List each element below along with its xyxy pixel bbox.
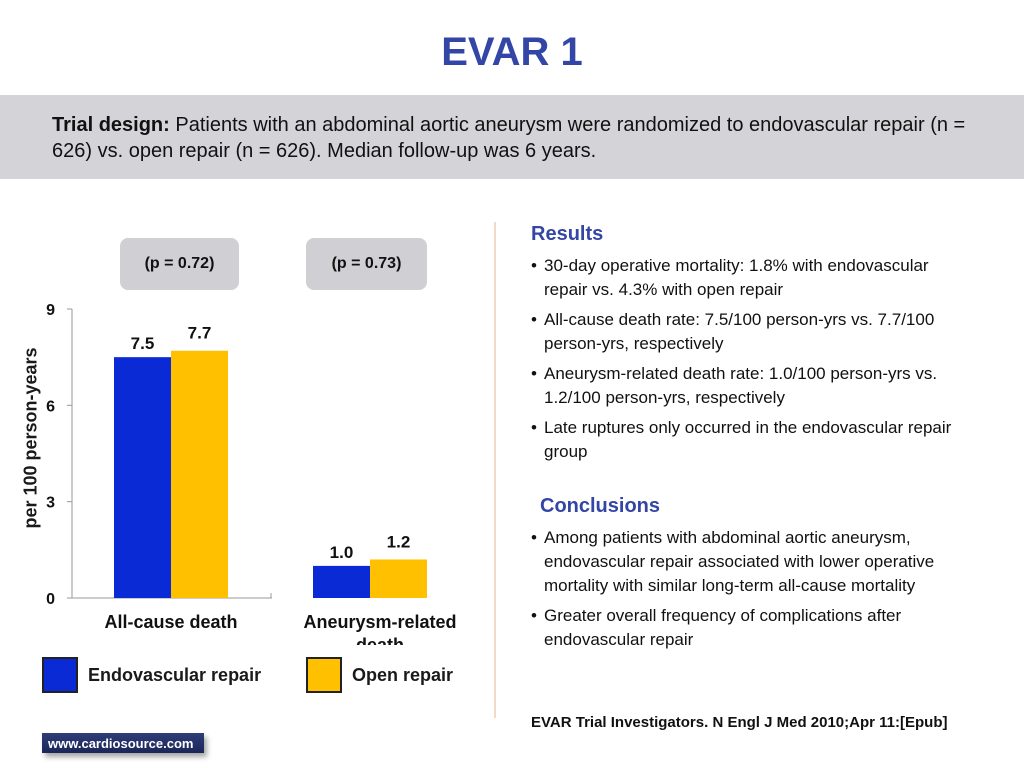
trial-design-band <box>0 95 1024 179</box>
x-category-label: All-cause death <box>104 612 237 632</box>
conclusions-list: Among patients with abdominal aortic ane… <box>531 526 961 658</box>
x-category-label: death <box>356 635 404 645</box>
slide-title: EVAR 1 <box>441 30 583 74</box>
legend-label-endovascular: Endovascular repair <box>88 665 262 685</box>
x-category-label: Aneurysm-related <box>303 612 456 632</box>
conclusions-heading: Conclusions <box>540 495 661 517</box>
citation: EVAR Trial Investigators. N Engl J Med 2… <box>531 714 948 731</box>
bar-chart: 0 3 6 9 7.5 1.0 7.7 1.2 All-cause death Aneurysm-… <box>46 302 456 645</box>
y-tick-label: 9 <box>46 302 55 319</box>
results-item: Aneurysm-related death rate: 1.0/100 per… <box>531 362 961 410</box>
legend-swatch-open <box>306 657 342 693</box>
bar-value-label: 1.2 <box>387 532 411 551</box>
results-item: 30-day operative mortality: 1.8% with en… <box>531 254 961 302</box>
conclusions-item: Greater overall frequency of complicatio… <box>531 604 961 652</box>
y-tick-label: 6 <box>46 398 55 415</box>
bar-value-label: 1.0 <box>330 543 354 562</box>
bar-endovascular <box>114 357 171 598</box>
p-value-box-aneurysm: (p = 0.73) <box>306 238 427 290</box>
trial-design-description: Patients with an abdominal aortic aneury… <box>52 114 966 162</box>
trial-design-label: Trial design: <box>52 114 170 136</box>
trial-design-text: Trial design: Patients with an abdominal… <box>52 112 982 164</box>
bar-open <box>171 350 228 598</box>
bar-value-label: 7.5 <box>131 334 155 353</box>
legend-swatch-endovascular <box>42 657 78 693</box>
results-item: Late ruptures only occurred in the endov… <box>531 416 961 464</box>
y-tick-label: 3 <box>46 495 55 512</box>
bar-endovascular <box>313 565 370 598</box>
column-divider <box>494 222 496 718</box>
results-list: 30-day operative mortality: 1.8% with en… <box>531 254 961 470</box>
y-tick-label: 0 <box>46 591 55 608</box>
bar-open <box>370 559 427 598</box>
legend-label-open: Open repair <box>352 665 454 685</box>
results-heading: Results <box>531 223 604 245</box>
footer-logo[interactable]: www.cardiosource.com <box>42 733 204 753</box>
results-item: All-cause death rate: 7.5/100 person-yrs… <box>531 308 961 356</box>
bar-value-label: 7.7 <box>188 324 212 343</box>
conclusions-item: Among patients with abdominal aortic ane… <box>531 526 961 598</box>
p-value-box-all-cause: (p = 0.72) <box>120 238 239 290</box>
